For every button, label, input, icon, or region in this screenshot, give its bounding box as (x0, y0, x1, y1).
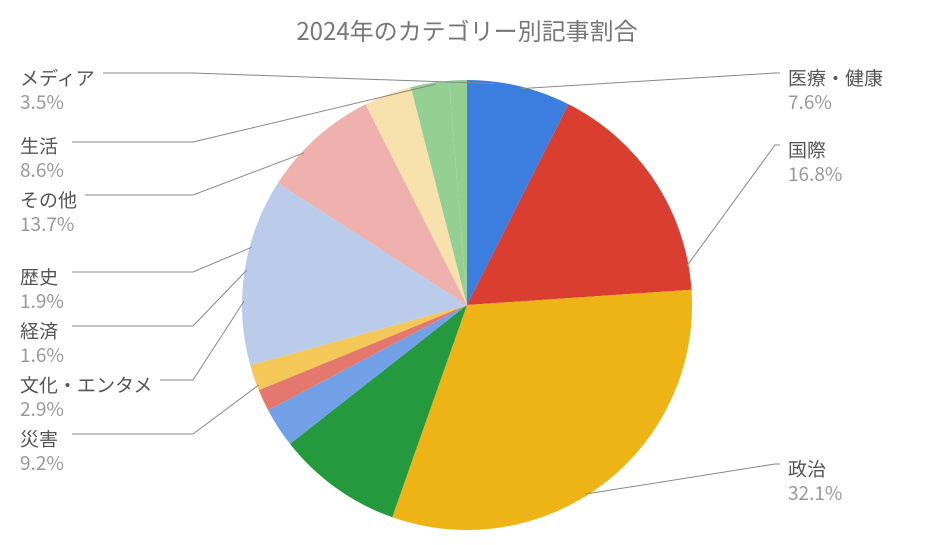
leader-line (85, 153, 304, 195)
slice-label-pct: 9.2% (20, 449, 64, 476)
slice-label-pct: 16.8% (788, 160, 842, 187)
leader-line (72, 247, 252, 272)
slice-label-name: 生活 (20, 132, 58, 159)
slice-label-pct: 32.1% (788, 479, 842, 506)
slice-label-pct: 1.9% (20, 287, 64, 314)
slice-label-name: 医療・健康 (788, 64, 883, 91)
chart-container: 2024年のカテゴリー別記事割合 医療・健康7.6%国際16.8%政治32.1%… (0, 0, 934, 545)
slice-label-pct: 8.6% (20, 156, 64, 183)
slice-label-pct: 1.6% (20, 341, 64, 368)
leader-line (72, 270, 247, 326)
slice-label-name: 歴史 (20, 263, 58, 290)
slice-label-name: 文化・エンタメ (20, 371, 152, 398)
slice-label-pct: 13.7% (20, 210, 74, 237)
slice-label-pct: 7.6% (788, 88, 832, 115)
slice-label-pct: 3.5% (20, 88, 64, 115)
slice-label-name: 国際 (788, 136, 826, 163)
slice-label-name: 経済 (20, 317, 58, 344)
slice-label-name: 政治 (788, 455, 826, 482)
slice-label-name: 災害 (20, 425, 58, 452)
leader-line (103, 73, 494, 84)
slice-label-name: その他 (20, 186, 77, 213)
leader-line (160, 301, 244, 380)
leader-line (687, 145, 780, 266)
slice-label-pct: 2.9% (20, 395, 64, 422)
leader-line (521, 73, 780, 89)
slice-label-name: メディア (20, 64, 95, 91)
